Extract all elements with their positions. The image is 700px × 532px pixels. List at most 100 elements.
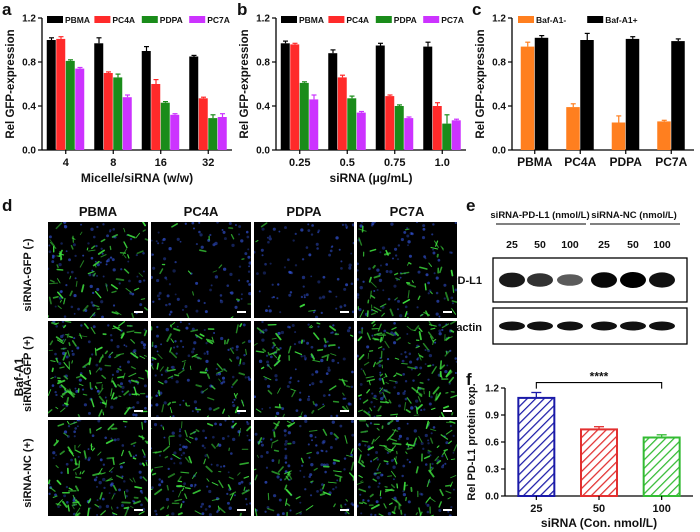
gfp-cell	[79, 373, 87, 380]
gfp-cell	[245, 348, 247, 355]
nucleus	[404, 355, 408, 359]
gfp-cell	[294, 351, 303, 356]
nucleus	[310, 233, 314, 236]
nucleus	[72, 499, 76, 502]
nucleus	[431, 233, 434, 236]
nucleus	[248, 438, 251, 442]
gfp-cell	[372, 456, 378, 461]
gfp-cell	[177, 369, 185, 375]
gfp-cell	[69, 290, 73, 297]
nucleus	[322, 403, 325, 406]
gfp-cell	[69, 388, 73, 396]
gfp-cell	[262, 348, 267, 353]
nucleus	[246, 235, 250, 239]
nucleus	[316, 451, 320, 455]
gfp-cell	[273, 449, 280, 452]
nucleus	[261, 227, 265, 231]
pdl1-band	[620, 272, 646, 288]
nucleus	[359, 382, 363, 386]
gfp-cell	[105, 399, 108, 408]
nucleus	[227, 348, 230, 352]
micrograph-2-0	[48, 420, 148, 516]
gfp-cell	[226, 338, 230, 345]
gfp-cell	[381, 334, 385, 342]
gfp-cell	[418, 507, 422, 516]
gfp-cell	[195, 384, 202, 388]
gfp-cell	[157, 353, 163, 360]
nucleus	[316, 490, 319, 493]
gfp-cell	[199, 249, 207, 253]
nucleus	[393, 478, 395, 481]
gfp-cell	[243, 475, 250, 479]
nucleus	[350, 453, 353, 457]
gfp-cell	[233, 393, 237, 399]
gfp-cell	[360, 430, 369, 434]
gfp-cell	[419, 266, 428, 270]
gfp-cell	[169, 347, 172, 353]
legend-label: PDPA	[394, 15, 417, 25]
nucleus	[63, 222, 67, 224]
micrograph-bg	[151, 420, 251, 516]
nucleus	[423, 255, 426, 258]
gfp-cell	[82, 305, 89, 312]
y-tick-label: 0.0	[256, 146, 270, 157]
gfp-cell	[55, 406, 59, 410]
bar-baf-a1-	[611, 122, 626, 150]
gfp-cell	[447, 497, 451, 500]
gfp-cell	[373, 332, 383, 336]
gfp-cell	[338, 378, 348, 382]
gfp-cell	[404, 228, 410, 231]
nucleus	[344, 511, 348, 515]
micrograph-1-3	[357, 321, 457, 417]
nucleus	[186, 378, 190, 382]
gfp-cell	[111, 512, 118, 516]
gfp-cell	[49, 340, 54, 346]
gfp-cell	[333, 433, 339, 439]
bar-baf-a1+	[625, 38, 640, 150]
nucleus	[359, 224, 363, 228]
nucleus	[110, 338, 114, 342]
gfp-cell	[82, 362, 90, 368]
x-axis-label: Micelle/siRNA (w/w)	[81, 171, 193, 185]
nucleus	[174, 293, 177, 296]
nucleus	[248, 283, 251, 286]
nucleus	[195, 242, 198, 246]
nucleus	[244, 497, 248, 501]
legend-swatch	[47, 16, 63, 23]
nucleus	[63, 430, 68, 434]
gfp-cell	[120, 332, 125, 339]
nucleus	[435, 276, 439, 280]
bar-pdpa	[299, 82, 309, 150]
gfp-cell	[406, 325, 413, 331]
nucleus	[173, 451, 177, 455]
gfp-cell	[143, 329, 148, 337]
gfp-cell	[407, 342, 411, 345]
nucleus	[176, 325, 179, 328]
gfp-cell	[317, 348, 324, 352]
scale-bar	[237, 509, 246, 511]
nucleus	[331, 331, 334, 334]
nucleus	[291, 420, 295, 422]
nucleus	[300, 464, 304, 467]
nucleus	[269, 355, 273, 359]
nucleus	[324, 470, 327, 474]
nucleus	[320, 463, 324, 467]
gfp-cell	[230, 316, 234, 318]
nucleus	[92, 313, 96, 317]
nucleus	[156, 278, 160, 283]
nucleus	[301, 258, 305, 261]
gfp-cell	[48, 479, 51, 485]
gfp-cell	[396, 483, 399, 489]
nucleus	[138, 470, 142, 474]
micrograph-image	[48, 321, 148, 417]
nucleus	[139, 476, 143, 479]
gfp-cell	[329, 325, 337, 332]
nucleus	[52, 457, 55, 460]
gfp-cell	[123, 506, 130, 510]
gfp-cell	[91, 245, 96, 250]
nucleus	[394, 254, 398, 257]
bar-pc4a	[432, 106, 442, 150]
nucleus	[379, 496, 382, 499]
nucleus	[300, 355, 303, 358]
gfp-cell	[121, 449, 125, 457]
